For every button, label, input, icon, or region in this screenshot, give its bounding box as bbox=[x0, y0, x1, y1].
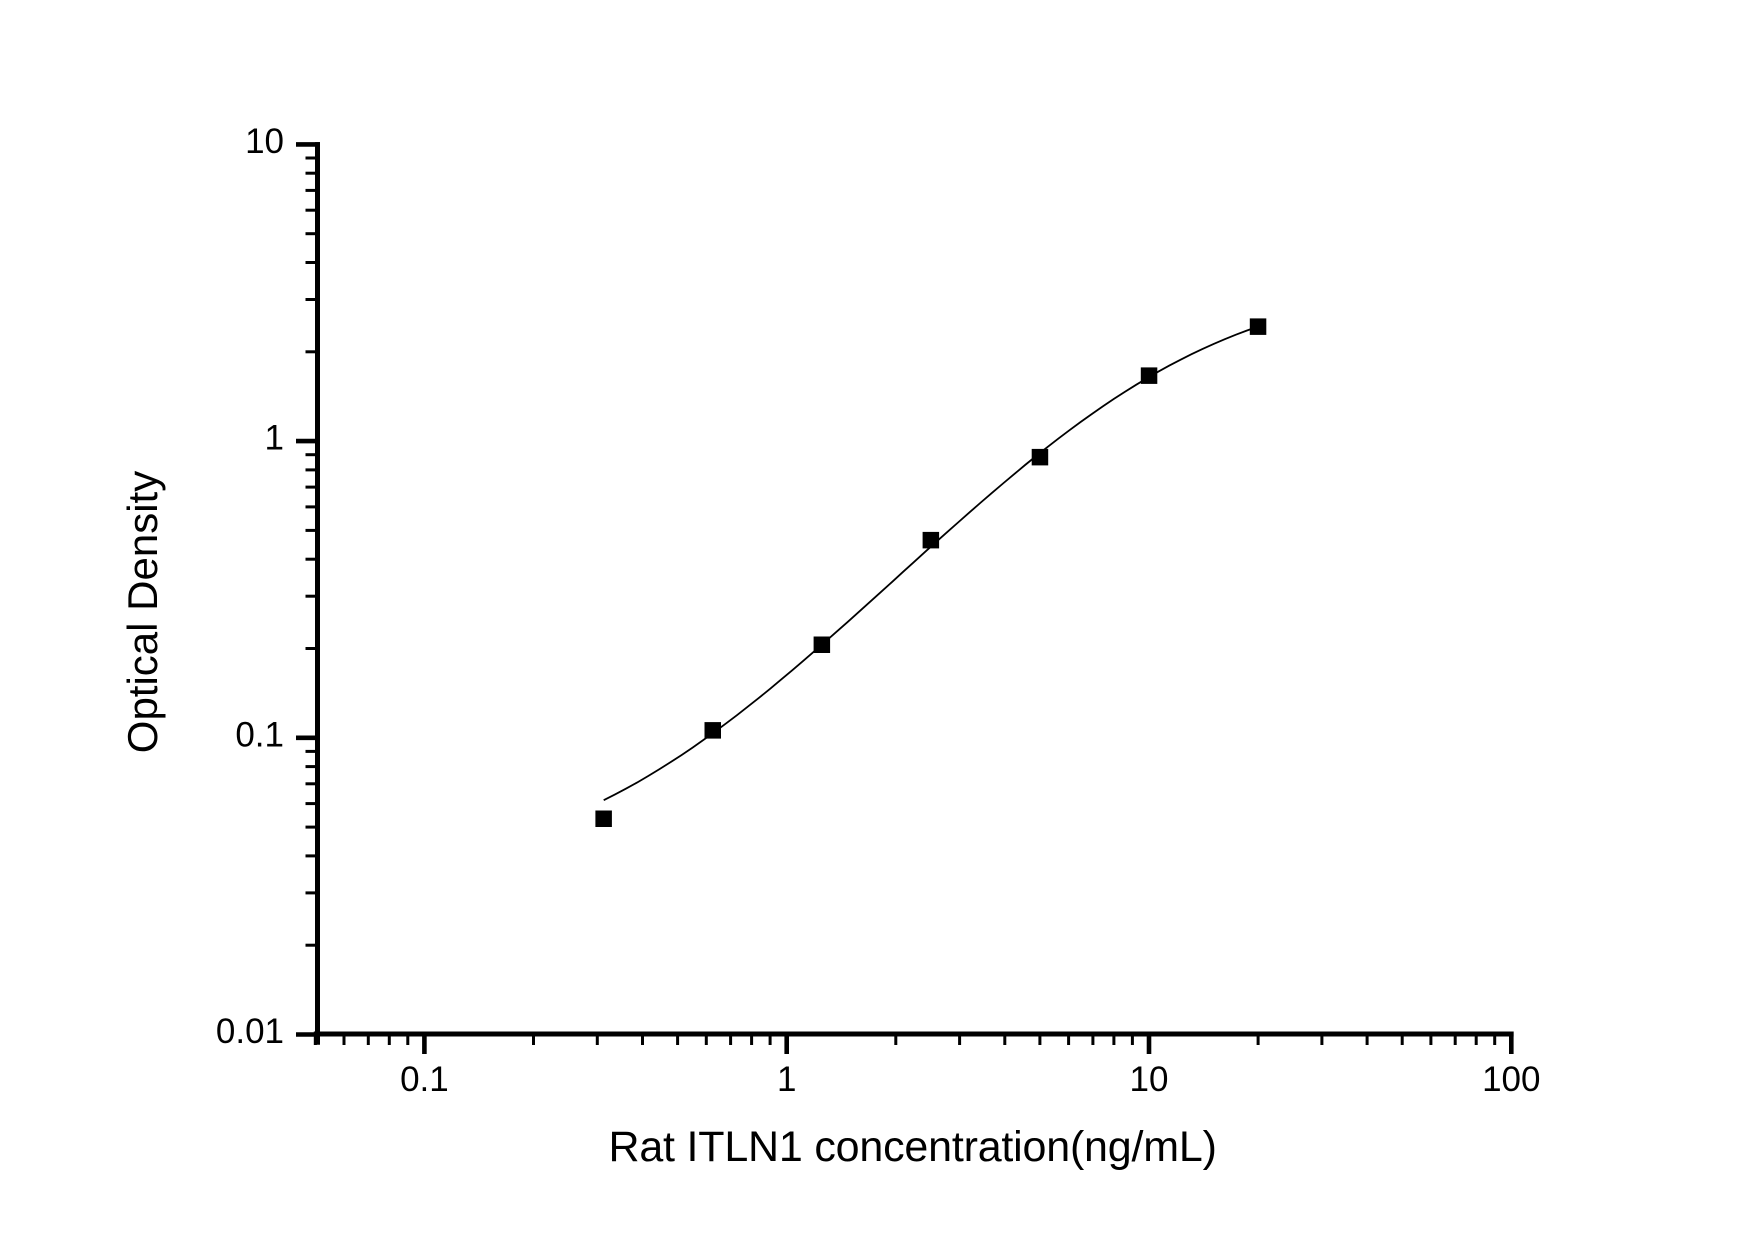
svg-text:0.1: 0.1 bbox=[235, 715, 284, 754]
svg-text:Rat ITLN1 concentration(ng/mL): Rat ITLN1 concentration(ng/mL) bbox=[608, 1123, 1216, 1171]
svg-text:0.1: 0.1 bbox=[400, 1060, 449, 1099]
svg-text:Optical Density: Optical Density bbox=[119, 471, 166, 753]
svg-text:1: 1 bbox=[777, 1060, 796, 1099]
svg-text:10: 10 bbox=[245, 122, 284, 161]
svg-text:1: 1 bbox=[265, 419, 284, 458]
svg-text:100: 100 bbox=[1482, 1060, 1540, 1099]
svg-text:0.01: 0.01 bbox=[216, 1012, 284, 1051]
svg-text:10: 10 bbox=[1130, 1060, 1169, 1099]
